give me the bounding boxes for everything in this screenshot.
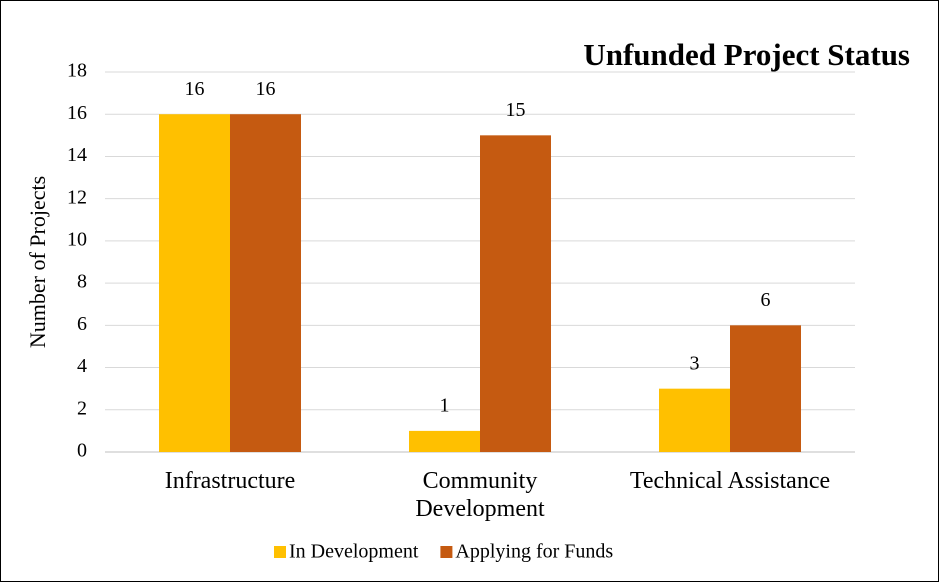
y-tick-label: 8 [77, 271, 87, 293]
data-label: 16 [185, 78, 205, 100]
data-label: 6 [761, 289, 771, 311]
bar [730, 325, 801, 452]
data-label: 3 [690, 352, 700, 374]
y-tick-label: 0 [77, 440, 87, 462]
legend-swatch [274, 546, 286, 558]
x-tick-label: Technical Assistance [629, 468, 831, 494]
y-tick-label: 2 [77, 397, 87, 419]
y-axis-label: Number of Projects [25, 176, 50, 348]
y-tick-label: 10 [67, 228, 87, 250]
x-tick-label: Infrastructure [164, 468, 296, 494]
y-tick-label: 12 [67, 186, 87, 208]
y-tick-label: 18 [67, 60, 87, 82]
x-tick-label: Community Development [415, 468, 545, 522]
bar [230, 114, 301, 452]
y-tick-label: 4 [77, 355, 87, 377]
bar [409, 430, 480, 452]
bar [159, 114, 230, 452]
y-tick-label: 14 [67, 144, 87, 166]
bar [659, 388, 730, 452]
data-label: 1 [440, 394, 450, 416]
bar [480, 135, 551, 453]
chart-title: Unfunded Project Status [583, 37, 910, 72]
y-tick-label: 6 [77, 313, 87, 335]
legend-swatch [440, 546, 453, 558]
legend-label: Applying for Funds [455, 541, 613, 563]
data-label: 15 [506, 99, 526, 121]
data-label: 16 [256, 78, 276, 100]
y-tick-label: 16 [67, 102, 87, 124]
legend-label: In Development [289, 541, 419, 563]
